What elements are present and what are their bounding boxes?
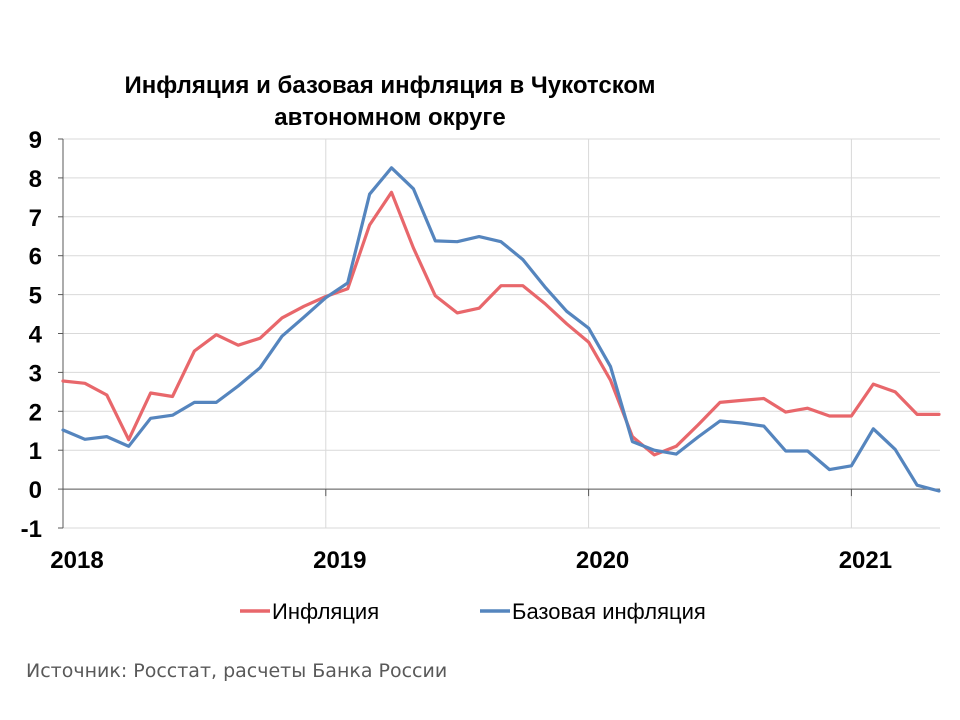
y-tick-label: -1 [21, 516, 42, 543]
y-tick-label: 9 [29, 127, 42, 154]
chart-title-line-1: Инфляция и базовая инфляция в Чукотском [124, 72, 656, 99]
y-tick-label: 5 [29, 283, 42, 310]
x-tick-label: 2020 [576, 547, 629, 574]
y-tick-label: 4 [29, 322, 43, 349]
y-tick-label: 0 [29, 477, 42, 504]
x-axis-labels: 2018 2019 2020 2021 [50, 547, 892, 574]
chart-title: Инфляция и базовая инфляция в Чукотском … [60, 70, 720, 134]
y-tick-label: 6 [29, 244, 42, 271]
x-tick-label: 2018 [50, 547, 103, 574]
x-tick-label: 2019 [313, 547, 366, 574]
x-tick-label: 2021 [839, 547, 892, 574]
y-tick-label: 7 [29, 205, 42, 232]
axes [58, 138, 940, 529]
legend-label: Базовая инфляция [512, 599, 706, 624]
series-line-1 [61, 190, 941, 457]
y-tick-label: 1 [29, 438, 42, 465]
legend: Инфляция Базовая инфляция [240, 599, 706, 624]
chart-title-line-2: автономном округе [274, 104, 506, 131]
source-note: Источник: Росстат, расчеты Банка России [26, 660, 448, 682]
series-lines [61, 166, 941, 493]
y-tick-label: 2 [29, 399, 42, 426]
y-tick-label: 8 [29, 166, 42, 193]
series-line-2 [61, 166, 941, 493]
y-axis-labels: 9 8 7 6 5 4 3 2 1 0 -1 [21, 127, 43, 543]
legend-label: Инфляция [272, 599, 379, 624]
grid [63, 138, 940, 529]
y-tick-label: 3 [29, 360, 42, 387]
